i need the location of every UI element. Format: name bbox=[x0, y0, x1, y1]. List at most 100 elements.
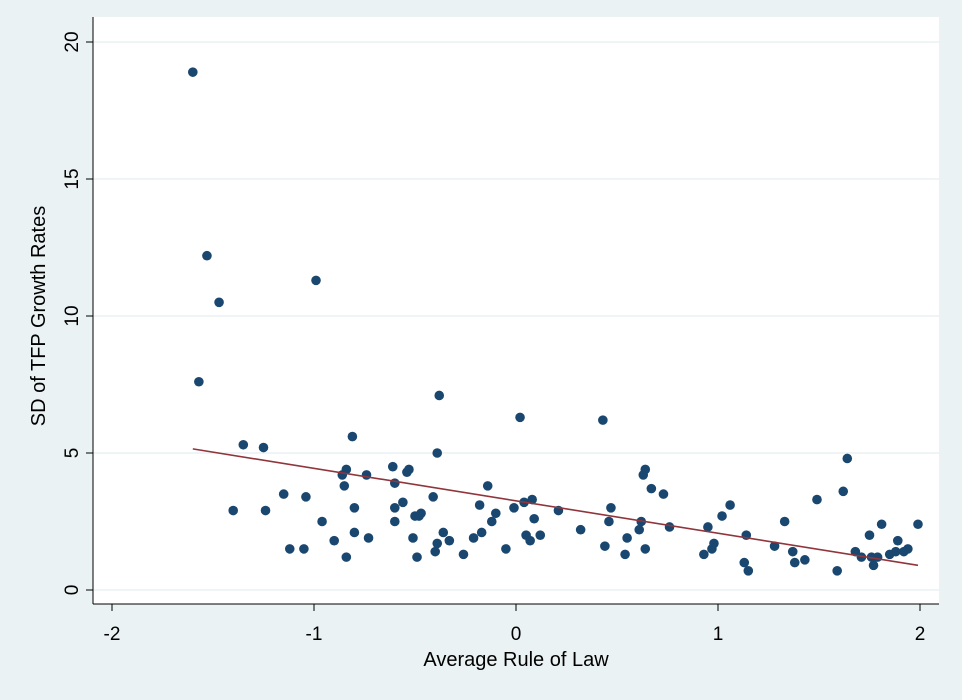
data-point-88 bbox=[800, 555, 810, 565]
data-point-31 bbox=[408, 533, 418, 543]
x-tick-label-2: 0 bbox=[511, 624, 522, 645]
data-point-64 bbox=[606, 503, 616, 513]
axes: 0 5 10 15 20 -2 -1 0 1 2 bbox=[62, 17, 939, 645]
y-tick-label-3: 15 bbox=[62, 168, 83, 189]
data-point-38 bbox=[432, 538, 443, 549]
x-tick-label-3: 1 bbox=[713, 624, 724, 645]
y-tick-label-0: 0 bbox=[62, 585, 83, 596]
data-point-98 bbox=[872, 552, 883, 562]
data-point-105 bbox=[913, 519, 923, 530]
data-point-35 bbox=[416, 508, 426, 519]
x-tick-label-0: -2 bbox=[104, 624, 121, 645]
data-point-63 bbox=[604, 516, 614, 527]
data-point-94 bbox=[856, 552, 867, 562]
data-point-78 bbox=[709, 538, 719, 549]
data-point-70 bbox=[640, 464, 651, 475]
data-point-28 bbox=[398, 497, 408, 508]
x-axis-title: Average Rule of Law bbox=[423, 649, 609, 671]
data-point-80 bbox=[725, 500, 735, 510]
data-point-56 bbox=[527, 494, 537, 505]
data-point-104 bbox=[903, 544, 913, 554]
data-point-83 bbox=[743, 566, 754, 576]
y-tick-label-1: 5 bbox=[62, 448, 83, 459]
data-point-85 bbox=[779, 516, 790, 527]
data-point-3 bbox=[214, 297, 224, 308]
data-point-37 bbox=[430, 546, 441, 557]
data-point-91 bbox=[838, 486, 849, 497]
data-point-26 bbox=[390, 503, 400, 513]
x-tick-label-4: 2 bbox=[915, 624, 926, 645]
data-point-30 bbox=[404, 464, 414, 475]
data-point-72 bbox=[646, 483, 657, 494]
data-point-52 bbox=[515, 412, 525, 423]
data-point-67 bbox=[634, 524, 645, 535]
data-point-60 bbox=[575, 524, 586, 535]
fit-line bbox=[192, 448, 919, 567]
data-point-36 bbox=[428, 492, 438, 502]
data-point-16 bbox=[339, 481, 350, 491]
data-point-50 bbox=[501, 544, 511, 554]
data-point-47 bbox=[482, 481, 493, 491]
data-point-61 bbox=[598, 415, 608, 425]
data-point-5 bbox=[238, 439, 249, 450]
data-point-101 bbox=[890, 546, 901, 557]
data-point-14 bbox=[329, 535, 340, 546]
data-point-10 bbox=[299, 544, 309, 554]
x-tick-label-1: -1 bbox=[306, 624, 323, 645]
data-point-86 bbox=[787, 546, 798, 557]
data-point-79 bbox=[717, 511, 727, 521]
data-point-58 bbox=[535, 530, 546, 540]
data-point-95 bbox=[864, 530, 875, 540]
data-point-62 bbox=[600, 541, 610, 551]
data-point-4 bbox=[228, 505, 238, 516]
data-point-76 bbox=[703, 522, 713, 532]
y-tick-label-2: 10 bbox=[62, 305, 83, 326]
data-point-97 bbox=[868, 560, 879, 571]
data-point-66 bbox=[622, 533, 632, 543]
data-point-51 bbox=[509, 503, 519, 513]
data-point-55 bbox=[525, 535, 535, 546]
data-point-21 bbox=[349, 527, 360, 538]
data-point-23 bbox=[363, 533, 374, 543]
data-point-57 bbox=[529, 513, 539, 524]
fit-line-group bbox=[192, 448, 919, 567]
data-point-11 bbox=[301, 492, 311, 502]
data-point-73 bbox=[658, 489, 669, 499]
data-point-27 bbox=[390, 516, 400, 527]
data-point-99 bbox=[876, 519, 887, 530]
data-point-18 bbox=[341, 552, 352, 562]
data-point-87 bbox=[789, 557, 800, 568]
data-point-43 bbox=[458, 549, 469, 560]
data-point-1 bbox=[194, 376, 204, 387]
data-point-45 bbox=[474, 500, 485, 510]
data-point-75 bbox=[699, 549, 709, 560]
data-point-89 bbox=[812, 494, 822, 505]
y-axis-title: SD of TFP Growth Rates bbox=[28, 206, 50, 426]
data-point-2 bbox=[202, 250, 212, 261]
data-point-81 bbox=[739, 557, 750, 568]
data-point-25 bbox=[390, 478, 400, 488]
data-point-84 bbox=[769, 541, 780, 551]
y-tick-label-4: 20 bbox=[62, 31, 83, 52]
data-point-46 bbox=[476, 527, 487, 538]
data-point-7 bbox=[260, 505, 271, 516]
data-point-6 bbox=[258, 442, 269, 453]
gridlines bbox=[93, 41, 939, 591]
data-point-48 bbox=[486, 516, 497, 527]
data-point-90 bbox=[832, 566, 842, 576]
plot-area bbox=[93, 17, 939, 604]
data-point-13 bbox=[317, 516, 327, 527]
data-point-22 bbox=[361, 470, 372, 480]
data-point-0 bbox=[188, 67, 198, 77]
data-point-44 bbox=[468, 533, 479, 543]
data-point-33 bbox=[412, 552, 422, 562]
data-point-40 bbox=[434, 390, 445, 401]
data-point-49 bbox=[491, 508, 501, 519]
data-point-12 bbox=[311, 275, 321, 286]
data-point-92 bbox=[842, 453, 853, 464]
data-point-102 bbox=[892, 535, 903, 546]
data-point-41 bbox=[438, 527, 449, 538]
data-point-42 bbox=[444, 535, 455, 546]
data-point-74 bbox=[664, 522, 675, 532]
